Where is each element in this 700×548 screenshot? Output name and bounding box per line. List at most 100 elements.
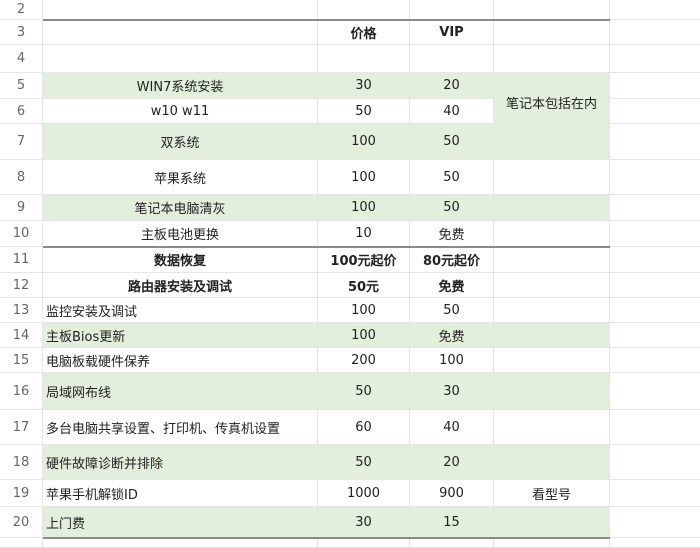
cell-empty[interactable]: [610, 124, 700, 159]
cell-empty[interactable]: [610, 445, 700, 479]
cell-service[interactable]: [43, 0, 318, 19]
cell-empty[interactable]: [610, 298, 700, 322]
cell-service[interactable]: 双系统: [43, 124, 318, 159]
cell-service[interactable]: 笔记本电脑清灰: [43, 195, 318, 220]
row-header[interactable]: 12: [0, 273, 43, 297]
cell-vip[interactable]: 50: [410, 124, 494, 159]
cell-empty[interactable]: [610, 410, 700, 444]
cell-service[interactable]: 局域网布线: [43, 373, 318, 409]
cell-vip[interactable]: 40: [410, 99, 494, 123]
row-header[interactable]: 3: [0, 20, 43, 44]
cell-service[interactable]: WIN7系统安装: [43, 73, 318, 98]
cell-service[interactable]: 苹果系统: [43, 160, 318, 194]
cell-vip[interactable]: 30: [410, 373, 494, 409]
cell-service[interactable]: 硬件故障诊断并排除: [43, 445, 318, 479]
cell-price[interactable]: 60: [318, 410, 410, 444]
cell-vip[interactable]: 15: [410, 507, 494, 537]
cell-price[interactable]: 10: [318, 221, 410, 246]
cell-service[interactable]: 路由器安装及调试: [43, 273, 318, 297]
cell-note[interactable]: [494, 410, 610, 444]
cell-vip[interactable]: 50: [410, 195, 494, 220]
cell-empty[interactable]: [610, 373, 700, 409]
cell-price[interactable]: 100: [318, 160, 410, 194]
cell-note[interactable]: [494, 195, 610, 220]
cell-empty[interactable]: [610, 247, 700, 272]
cell-price[interactable]: 100: [318, 195, 410, 220]
cell-price[interactable]: 30: [318, 507, 410, 537]
cell-price[interactable]: 50: [318, 373, 410, 409]
row-header[interactable]: 10: [0, 221, 43, 246]
cell-service[interactable]: 苹果手机解锁ID: [43, 480, 318, 506]
cell-empty[interactable]: [610, 0, 700, 19]
cell-note[interactable]: [494, 507, 610, 537]
cell-empty[interactable]: [610, 538, 700, 547]
cell-note[interactable]: [494, 298, 610, 322]
cell-empty[interactable]: [610, 195, 700, 220]
cell-vip[interactable]: 80元起价: [410, 247, 494, 272]
cell-service[interactable]: w10 w11: [43, 99, 318, 123]
cell-note[interactable]: 看型号: [494, 480, 610, 506]
row-header[interactable]: 13: [0, 298, 43, 322]
cell-vip[interactable]: 20: [410, 445, 494, 479]
cell-vip[interactable]: 免费: [410, 273, 494, 297]
cell-note[interactable]: [494, 323, 610, 347]
cell-empty[interactable]: [610, 323, 700, 347]
cell-price[interactable]: 100: [318, 298, 410, 322]
cell-vip[interactable]: 900: [410, 480, 494, 506]
cell-vip[interactable]: [410, 0, 494, 19]
cell-vip[interactable]: 免费: [410, 221, 494, 246]
cell-service[interactable]: 电脑板载硬件保养: [43, 348, 318, 372]
cell-note[interactable]: [494, 348, 610, 372]
cell-price[interactable]: 50: [318, 99, 410, 123]
row-header[interactable]: 5: [0, 73, 43, 98]
row-header[interactable]: 11: [0, 247, 43, 272]
row-header[interactable]: 20: [0, 507, 43, 537]
cell-empty[interactable]: [610, 507, 700, 537]
cell-service[interactable]: [43, 45, 318, 72]
row-header[interactable]: 9: [0, 195, 43, 220]
cell-vip[interactable]: 50: [410, 298, 494, 322]
cell-price[interactable]: 价格: [318, 20, 410, 44]
row-header[interactable]: 4: [0, 45, 43, 72]
cell-service[interactable]: 多台电脑共享设置、打印机、传真机设置: [43, 410, 318, 444]
cell-service[interactable]: [43, 20, 318, 44]
cell-service[interactable]: 监控安装及调试: [43, 298, 318, 322]
cell-vip[interactable]: [410, 538, 494, 547]
cell-vip[interactable]: 100: [410, 348, 494, 372]
cell-vip[interactable]: 20: [410, 73, 494, 98]
cell-price[interactable]: 100: [318, 124, 410, 159]
cell-service[interactable]: 上门费: [43, 507, 318, 537]
cell-empty[interactable]: [610, 99, 700, 123]
row-header[interactable]: [0, 538, 43, 547]
cell-empty[interactable]: [610, 20, 700, 44]
cell-note[interactable]: [494, 538, 610, 547]
cell-note[interactable]: [494, 373, 610, 409]
merged-cell-note[interactable]: 笔记本包括在内: [494, 73, 610, 160]
row-header[interactable]: 8: [0, 160, 43, 194]
cell-price[interactable]: [318, 45, 410, 72]
cell-service[interactable]: 数据恢复: [43, 247, 318, 272]
cell-vip[interactable]: 50: [410, 160, 494, 194]
row-header[interactable]: 15: [0, 348, 43, 372]
cell-empty[interactable]: [610, 45, 700, 72]
cell-empty[interactable]: [610, 348, 700, 372]
cell-empty[interactable]: [610, 480, 700, 506]
cell-empty[interactable]: [610, 221, 700, 246]
row-header[interactable]: 7: [0, 124, 43, 159]
row-header[interactable]: 18: [0, 445, 43, 479]
cell-price[interactable]: 100元起价: [318, 247, 410, 272]
cell-vip[interactable]: VIP: [410, 20, 494, 44]
row-header[interactable]: 6: [0, 99, 43, 123]
cell-empty[interactable]: [610, 73, 700, 98]
cell-price[interactable]: [318, 538, 410, 547]
cell-note[interactable]: [494, 45, 610, 72]
cell-empty[interactable]: [610, 273, 700, 297]
cell-price[interactable]: 50元: [318, 273, 410, 297]
row-header[interactable]: 2: [0, 0, 43, 19]
cell-vip[interactable]: 免费: [410, 323, 494, 347]
cell-note[interactable]: [494, 247, 610, 272]
row-header[interactable]: 14: [0, 323, 43, 347]
row-header[interactable]: 19: [0, 480, 43, 506]
cell-price[interactable]: [318, 0, 410, 19]
cell-service[interactable]: 主板Bios更新: [43, 323, 318, 347]
